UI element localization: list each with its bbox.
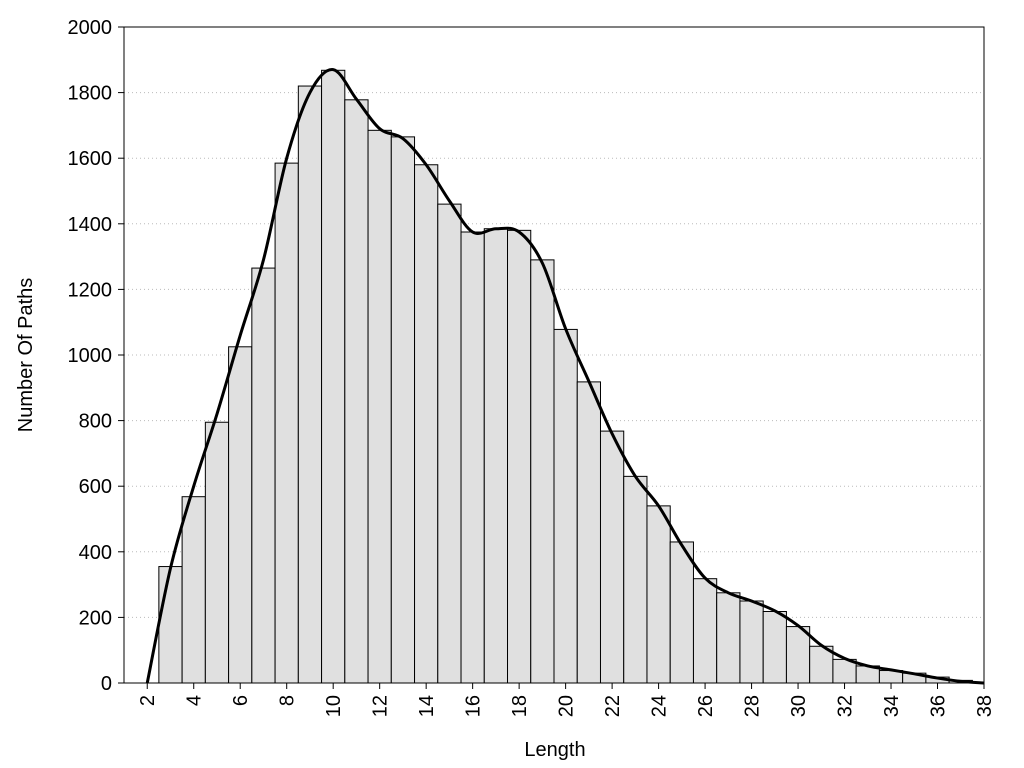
y-tick-label: 0 xyxy=(101,673,112,695)
bar xyxy=(414,164,439,684)
x-tick-label: 22 xyxy=(602,695,624,717)
bar xyxy=(390,136,416,684)
bar xyxy=(507,229,532,684)
bar xyxy=(181,496,206,684)
bar xyxy=(437,203,462,684)
x-tick-label: 34 xyxy=(881,695,903,717)
bar xyxy=(251,267,276,684)
bar xyxy=(367,129,392,684)
bar xyxy=(158,566,183,684)
bar xyxy=(483,228,509,684)
x-tick-label: 12 xyxy=(370,695,392,717)
x-tick-label: 14 xyxy=(416,695,438,717)
x-tick-label: 30 xyxy=(788,695,810,717)
bar xyxy=(297,85,323,684)
x-tick-label: 18 xyxy=(509,695,531,717)
x-tick-label: 38 xyxy=(974,695,996,717)
y-tick-label: 800 xyxy=(79,411,112,433)
bar xyxy=(762,610,787,684)
bar xyxy=(716,592,741,684)
y-tick-label: 200 xyxy=(79,607,112,629)
x-tick-label: 6 xyxy=(230,695,252,706)
y-tick-label: 600 xyxy=(79,476,112,498)
bar xyxy=(460,231,485,684)
plot-frame xyxy=(123,26,985,684)
bar xyxy=(530,259,555,684)
y-tick-label: 1400 xyxy=(68,214,113,236)
y-tick-label: 2000 xyxy=(68,17,113,39)
x-tick-label: 28 xyxy=(742,695,764,717)
y-tick-label: 1200 xyxy=(68,279,113,301)
y-tick-label: 1600 xyxy=(68,148,113,170)
x-tick-label: 32 xyxy=(835,695,857,717)
x-tick-label: 16 xyxy=(463,695,485,717)
bar xyxy=(739,600,764,684)
y-tick-label: 400 xyxy=(79,542,112,564)
bar xyxy=(785,626,811,684)
y-tick-label: 1800 xyxy=(68,83,113,105)
x-tick-label: 10 xyxy=(323,695,345,717)
bar xyxy=(321,69,346,684)
bar xyxy=(646,505,671,684)
bar xyxy=(576,381,601,684)
bar xyxy=(623,475,648,684)
bar xyxy=(204,421,230,684)
x-tick-label: 26 xyxy=(695,695,717,717)
x-tick-label: 20 xyxy=(556,695,578,717)
bar xyxy=(274,162,299,684)
x-axis-label: Length xyxy=(524,739,585,761)
bar xyxy=(692,578,718,684)
bar xyxy=(599,430,625,684)
x-tick-label: 36 xyxy=(928,695,950,717)
y-tick-label: 1000 xyxy=(68,345,113,367)
bar xyxy=(344,99,369,684)
x-tick-label: 4 xyxy=(184,695,206,706)
x-tick-label: 8 xyxy=(277,695,299,706)
x-tick-label: 2 xyxy=(137,695,159,706)
x-tick-label: 24 xyxy=(649,695,671,717)
density-line xyxy=(145,68,985,685)
bar xyxy=(553,328,578,684)
bar xyxy=(669,541,694,684)
y-axis-label: Number Of Paths xyxy=(15,278,37,433)
bar xyxy=(228,346,253,684)
